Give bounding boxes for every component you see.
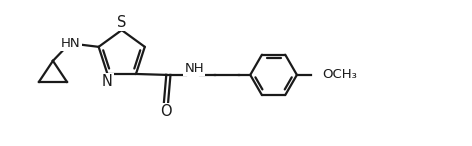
Text: S: S [117,15,126,30]
Text: O: O [160,104,172,119]
Text: OCH₃: OCH₃ [322,68,357,81]
Text: N: N [102,74,113,89]
Text: HN: HN [61,37,80,50]
Text: NH: NH [185,62,204,75]
